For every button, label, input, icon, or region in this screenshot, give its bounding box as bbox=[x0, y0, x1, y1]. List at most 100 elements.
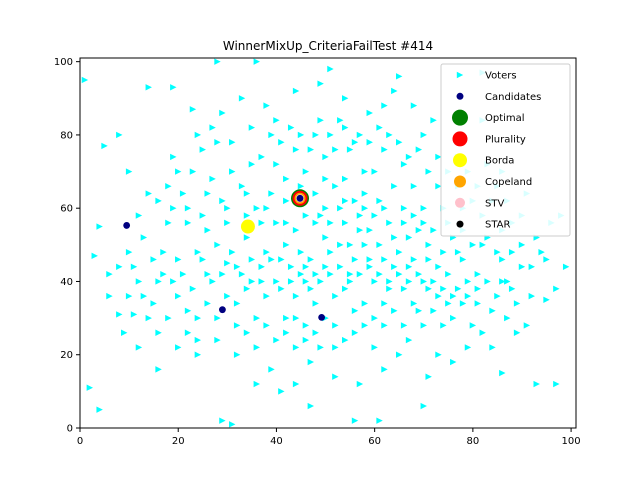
legend-marker-voters bbox=[456, 71, 464, 79]
voter-point bbox=[101, 142, 108, 150]
voter-point bbox=[233, 300, 241, 307]
voter-point bbox=[396, 139, 403, 146]
voter-point bbox=[440, 285, 447, 292]
voter-point bbox=[469, 322, 477, 329]
voter-point bbox=[351, 197, 359, 205]
voter-point bbox=[145, 190, 152, 197]
voter-point bbox=[317, 278, 324, 285]
voter-point bbox=[268, 366, 275, 373]
voter-point bbox=[322, 175, 329, 183]
voter-point bbox=[400, 322, 408, 329]
voter-point bbox=[116, 263, 123, 271]
voter-point bbox=[302, 168, 310, 175]
y-tick-label: 80 bbox=[60, 130, 73, 141]
voter-point bbox=[224, 219, 231, 227]
voter-point bbox=[322, 204, 329, 212]
x-tick-label: 0 bbox=[77, 436, 83, 447]
voter-point bbox=[351, 329, 359, 336]
voter-point bbox=[189, 106, 197, 113]
voter-point bbox=[317, 212, 324, 219]
voter-point bbox=[499, 369, 506, 377]
voter-point bbox=[361, 241, 369, 249]
voter-point bbox=[179, 190, 187, 197]
voter-point bbox=[420, 278, 427, 285]
voter-point bbox=[346, 278, 354, 285]
voter-point bbox=[263, 322, 270, 329]
voter-point bbox=[120, 329, 128, 336]
voter-point bbox=[435, 263, 442, 271]
voter-point bbox=[96, 223, 103, 230]
x-tick-label: 20 bbox=[172, 436, 185, 447]
candidate-point bbox=[219, 306, 226, 314]
voter-point bbox=[425, 256, 432, 263]
voter-point bbox=[248, 124, 256, 131]
voter-point bbox=[140, 234, 148, 241]
x-tick-label: 60 bbox=[368, 436, 381, 447]
legend-marker-borda bbox=[453, 153, 467, 168]
voter-point bbox=[214, 241, 221, 249]
voter-point bbox=[238, 183, 246, 190]
voter-point bbox=[405, 234, 413, 241]
voter-point bbox=[229, 168, 236, 175]
voter-point bbox=[199, 146, 206, 153]
voter-point bbox=[415, 307, 423, 314]
voter-point bbox=[175, 168, 182, 175]
candidate-point bbox=[123, 222, 131, 229]
voter-point bbox=[391, 234, 398, 241]
voter-point bbox=[140, 292, 148, 300]
voter-point bbox=[184, 329, 192, 336]
voter-point bbox=[332, 373, 339, 380]
voter-point bbox=[155, 329, 162, 336]
voter-point bbox=[312, 190, 319, 197]
voter-point bbox=[435, 292, 442, 300]
voter-point bbox=[317, 344, 324, 351]
voter-point bbox=[474, 300, 481, 307]
legend-marker-optimal bbox=[452, 109, 468, 126]
voter-point bbox=[415, 146, 423, 153]
voter-point bbox=[165, 219, 172, 227]
voter-point bbox=[543, 296, 550, 303]
voter-point bbox=[268, 131, 275, 139]
voter-point bbox=[420, 219, 427, 227]
voter-point bbox=[381, 102, 388, 109]
voter-point bbox=[430, 226, 437, 234]
voter-point bbox=[248, 278, 256, 285]
voter-point bbox=[175, 256, 182, 263]
voter-point bbox=[86, 384, 94, 391]
voter-point bbox=[214, 336, 221, 344]
voter-point bbox=[278, 139, 285, 146]
voter-point bbox=[484, 278, 491, 285]
voter-point bbox=[381, 322, 388, 329]
voter-point bbox=[91, 252, 98, 260]
voter-point bbox=[430, 278, 437, 285]
winner-marker-borda bbox=[240, 219, 255, 234]
voter-point bbox=[170, 204, 177, 212]
voter-point bbox=[224, 204, 231, 212]
voter-point bbox=[479, 241, 486, 249]
voter-point bbox=[327, 131, 334, 139]
voter-point bbox=[400, 161, 408, 168]
voter-point bbox=[562, 263, 570, 271]
voter-point bbox=[459, 256, 467, 263]
voter-point bbox=[386, 285, 393, 292]
y-tick-label: 0 bbox=[67, 424, 73, 435]
y-tick-label: 100 bbox=[54, 57, 73, 68]
x-tick-label: 100 bbox=[562, 436, 581, 447]
voter-point bbox=[175, 292, 182, 300]
voter-point bbox=[553, 285, 560, 292]
voter-point bbox=[351, 417, 359, 424]
voter-point bbox=[287, 278, 295, 285]
voter-point bbox=[312, 300, 319, 307]
voter-point bbox=[396, 270, 403, 278]
voter-point bbox=[351, 307, 359, 314]
voter-point bbox=[189, 168, 197, 175]
voter-point bbox=[361, 204, 369, 212]
voter-point bbox=[371, 314, 378, 322]
legend-box bbox=[440, 63, 571, 237]
voter-point bbox=[341, 95, 349, 102]
voter-point bbox=[204, 190, 211, 197]
voter-point bbox=[297, 248, 305, 256]
voter-point bbox=[346, 146, 354, 153]
voter-point bbox=[513, 300, 521, 307]
voter-point bbox=[405, 153, 413, 161]
